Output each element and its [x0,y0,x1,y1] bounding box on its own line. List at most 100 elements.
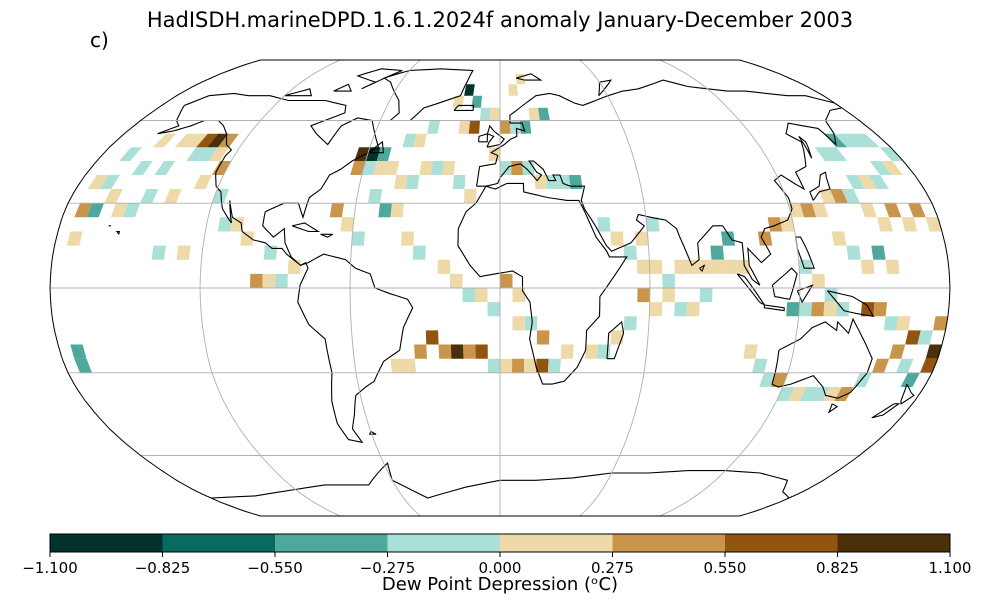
grid-cell [176,245,191,260]
grid-cell [610,231,624,246]
grid-cell [736,259,750,274]
meridian-line [659,60,801,516]
grid-cell [854,133,880,148]
grid-cell [710,245,724,260]
grid-cell [390,203,404,218]
colorbar-tick-label: 0.825 [816,559,859,577]
coastline [333,83,353,92]
grid-cell [786,302,800,317]
grid-cell [229,217,245,232]
grid-cell [152,133,177,148]
colorbar: −1.100 −0.825 −0.550 −0.275 0.000 0.275 0.550 0… [22,533,971,577]
grid-cell [207,133,229,148]
grid-cell [908,203,926,218]
grid-cell [845,175,866,189]
grid-cell [585,344,599,359]
grid-cell [597,217,611,232]
colorbar-tick-label: −1.100 [22,559,78,577]
coastline [356,68,403,90]
grid-cell [597,344,611,359]
colorbar-tick-label: −0.275 [360,559,416,577]
grid-cell [263,245,278,260]
grid-cell [524,316,538,331]
grid-cell [536,330,550,345]
grid-cell [511,161,523,175]
grid-cell [788,203,805,218]
grid-cell [368,189,383,204]
grid-cell [86,203,104,218]
grid-cell [468,120,480,134]
coastline [798,135,813,159]
coastline [453,104,475,111]
grid-cell [834,133,858,148]
grid-cell [378,203,392,218]
grid-cell [262,273,276,288]
coastline [486,124,505,148]
grid-cell [905,330,921,345]
grid-cell [437,259,451,274]
grid-cell [412,245,426,260]
grid-cell [452,175,466,189]
grid-cell [879,147,904,161]
grid-cell [534,175,548,189]
meridian-line [199,60,341,516]
coastline [515,73,543,81]
grid-cell [799,387,819,401]
grid-cell [196,133,219,148]
grid-cell [853,372,872,387]
grid-cell [250,273,263,288]
grid-cell [512,358,525,373]
grid-cell [869,161,892,175]
grid-cell [217,217,233,232]
grid-cell [520,120,532,134]
grid-cell [361,161,377,175]
colorbar-tick-label: 0.000 [479,559,522,577]
grid-cell [686,302,700,317]
coastline [115,230,121,235]
grid-cell [637,288,650,303]
grid-cell [104,189,123,204]
grid-cell [724,259,738,274]
grid-cell [868,175,889,189]
grid-cell [646,217,660,232]
grid-cell [74,358,92,373]
coastline [827,403,839,414]
grid-cell [87,175,109,189]
grid-cell [812,273,825,288]
grid-cell [240,231,255,246]
grid-cell [401,231,415,246]
grid-cell [767,217,783,232]
panel-label: c) [90,28,109,52]
grid-cell [340,217,355,232]
grid-cell [450,344,464,359]
grid-cell [508,84,518,96]
grid-cell [814,147,837,161]
grid-cell [752,358,768,373]
grid-cell [841,189,860,204]
grid-cell [131,161,153,175]
colorbar-segment [837,534,951,552]
grid-cell [512,316,525,331]
grid-cell [674,259,688,274]
coastline [871,403,901,419]
colorbar-tick-label: −0.825 [135,559,191,577]
grid-cell [889,344,906,359]
grid-cell [686,259,700,274]
grid-cell [711,259,725,274]
grid-cell [140,189,159,204]
grid-cell [623,245,637,260]
grid-cell [896,358,914,373]
anomaly-grid [66,73,948,401]
grid-cell [880,161,904,175]
grid-cell [66,231,83,246]
coastline [771,317,873,399]
grid-cell [475,288,488,303]
coastline [763,304,785,312]
gridlines [50,60,950,516]
grid-cell [800,203,817,218]
grid-cell [419,161,433,175]
grid-cell [823,302,837,317]
grid-cell [123,203,140,218]
grid-cell [649,302,663,317]
